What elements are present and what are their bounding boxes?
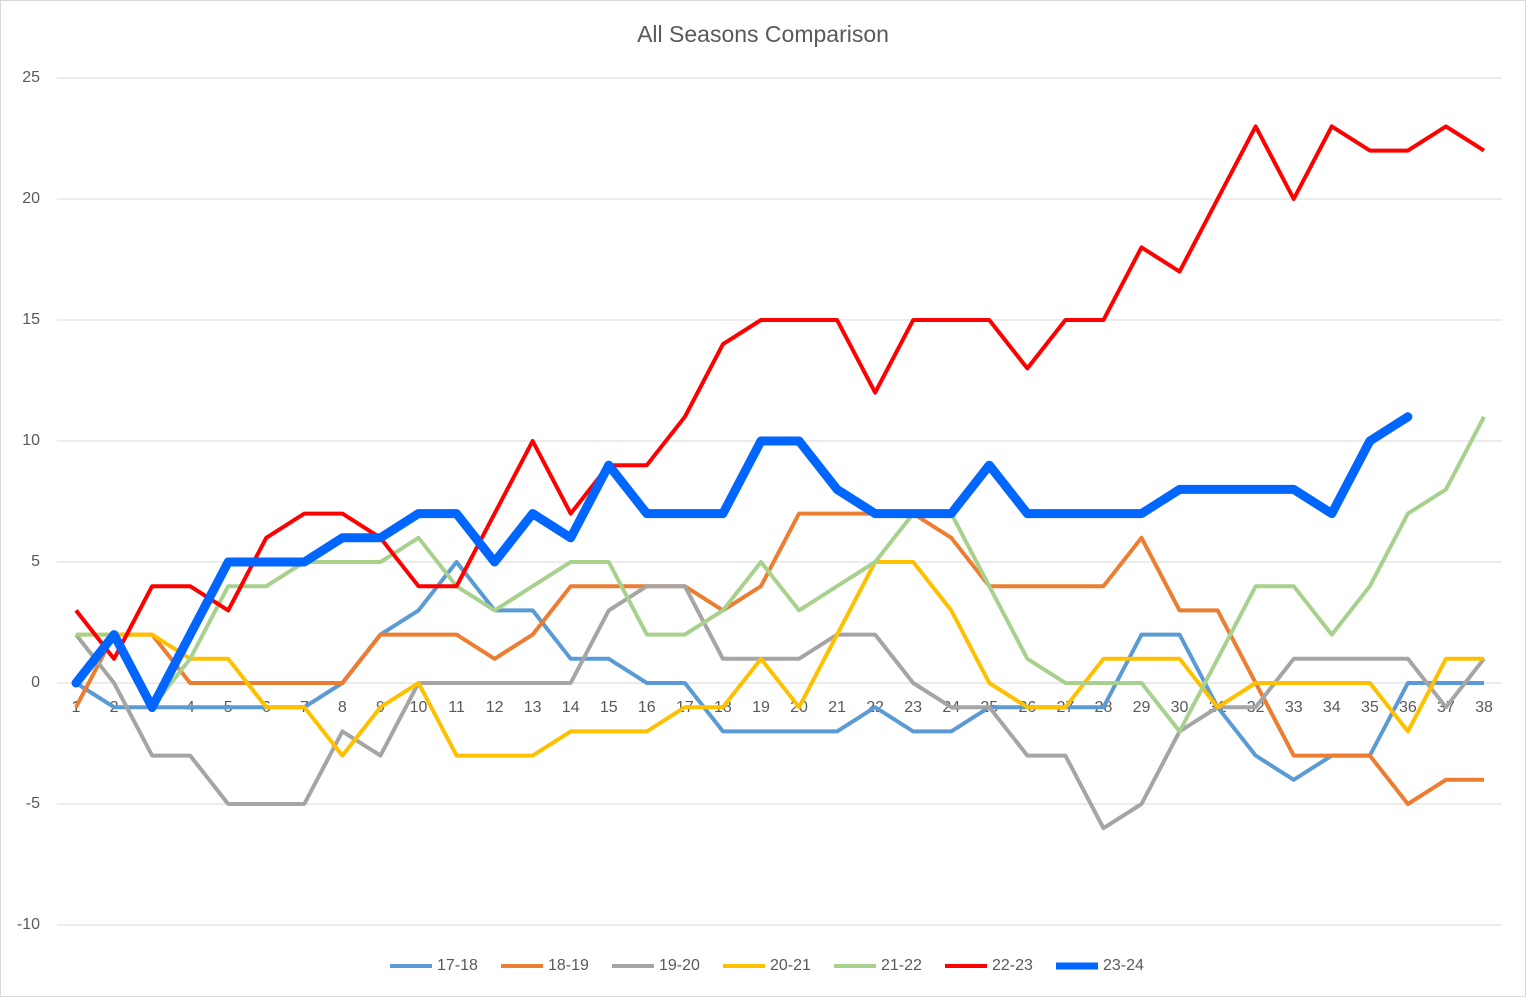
series-line bbox=[76, 560, 1484, 758]
x-tick-label: 33 bbox=[1285, 699, 1303, 716]
x-tick-label: 36 bbox=[1399, 699, 1417, 716]
x-tick-label: 14 bbox=[562, 699, 580, 716]
legend-label: 19-20 bbox=[659, 957, 700, 974]
x-tick-label: 30 bbox=[1171, 699, 1189, 716]
y-tick-label: -10 bbox=[17, 916, 40, 933]
series-line bbox=[74, 560, 1484, 782]
x-tick-label: 15 bbox=[600, 699, 618, 716]
x-tick-label: 8 bbox=[338, 699, 347, 716]
legend-label: 21-22 bbox=[881, 957, 922, 974]
chart-title: All Seasons Comparison bbox=[637, 21, 889, 47]
x-tick-label: 19 bbox=[752, 699, 770, 716]
legend-label: 18-19 bbox=[548, 957, 589, 974]
x-tick-label: 11 bbox=[448, 699, 465, 716]
x-tick-label: 21 bbox=[828, 699, 846, 716]
y-tick-label: 15 bbox=[22, 311, 40, 328]
x-tick-label: 1 bbox=[72, 699, 81, 716]
x-tick-label: 13 bbox=[524, 699, 542, 716]
x-tick-label: 34 bbox=[1323, 699, 1341, 716]
legend-label: 17-18 bbox=[437, 957, 478, 974]
x-tick-label: 16 bbox=[638, 699, 656, 716]
series-line bbox=[74, 124, 1486, 661]
y-tick-label: -5 bbox=[26, 795, 40, 812]
x-tick-label: 35 bbox=[1361, 699, 1379, 716]
series-line bbox=[74, 511, 1484, 806]
x-tick-label: 10 bbox=[410, 699, 428, 716]
y-tick-label: 10 bbox=[22, 432, 40, 449]
legend-label: 23-24 bbox=[1103, 957, 1144, 974]
y-tick-label: 20 bbox=[22, 190, 40, 207]
legend-label: 22-23 bbox=[992, 957, 1033, 974]
legend-label: 20-21 bbox=[770, 957, 811, 974]
x-tick-label: 38 bbox=[1475, 699, 1493, 716]
x-tick-label: 29 bbox=[1133, 699, 1151, 716]
series-line bbox=[74, 584, 1486, 831]
y-tick-label: 5 bbox=[31, 553, 40, 570]
series-line bbox=[71, 412, 1413, 712]
x-tick-label: 23 bbox=[904, 699, 922, 716]
y-tick-label: 25 bbox=[22, 69, 40, 86]
x-tick-label: 12 bbox=[486, 699, 504, 716]
y-tick-label: 0 bbox=[31, 674, 40, 691]
